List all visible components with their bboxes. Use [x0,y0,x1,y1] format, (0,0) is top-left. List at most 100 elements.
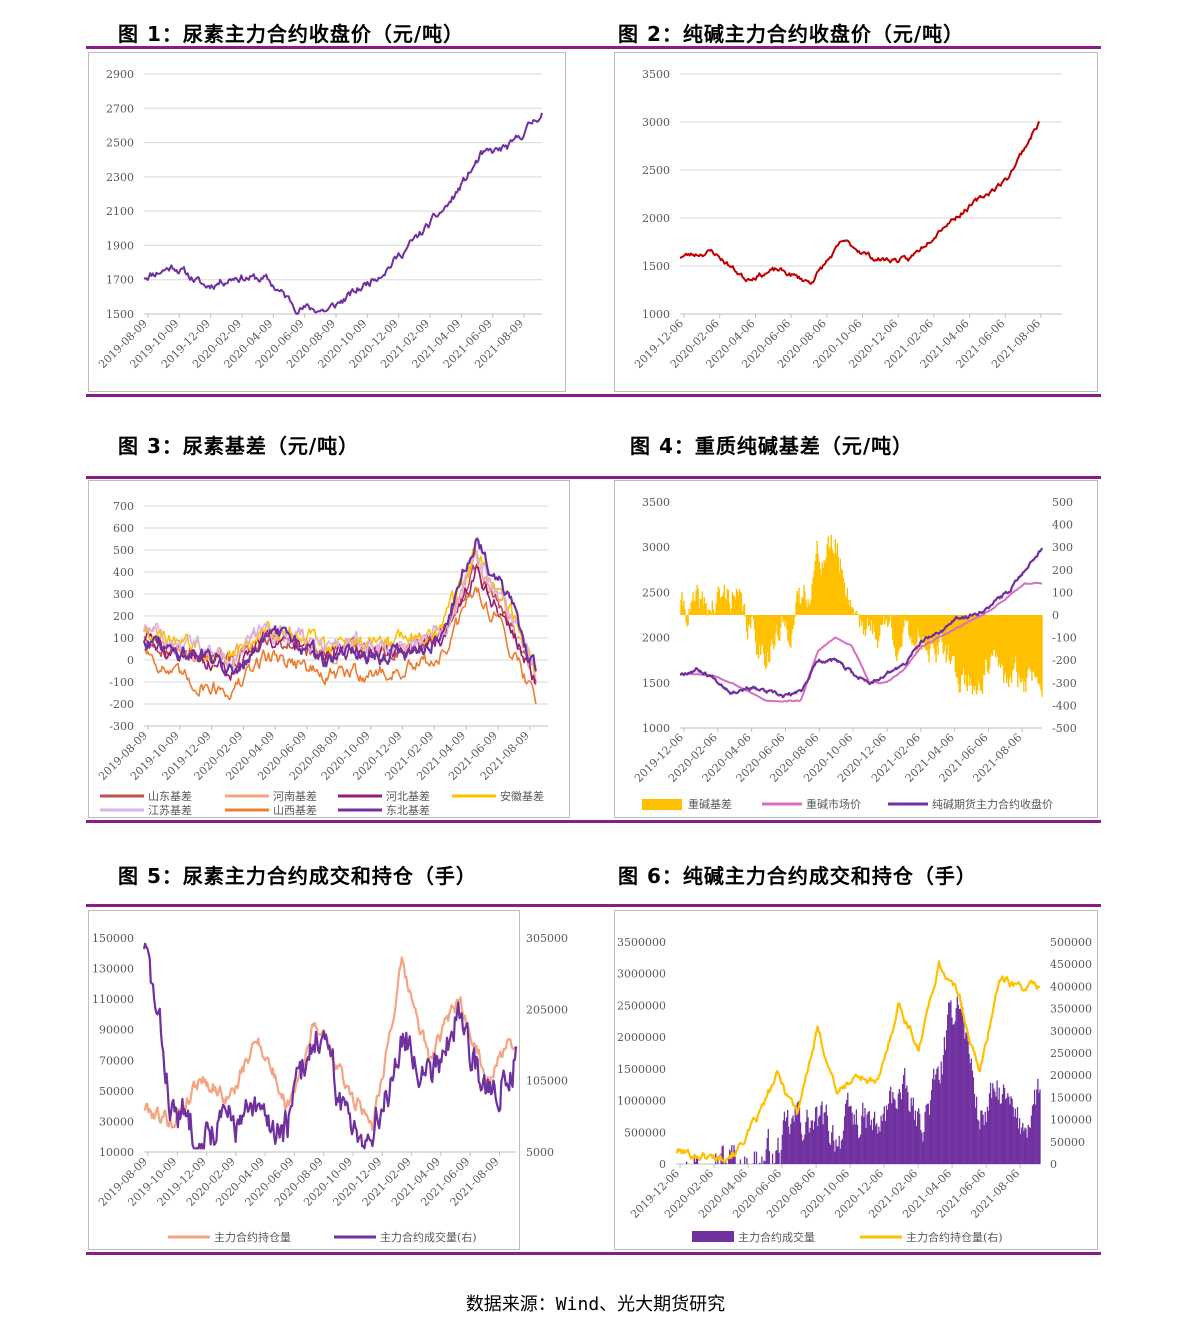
fig1-title: 图 1：尿素主力合约收盘价（元/吨） [118,22,465,46]
fig5-series-line-oi [143,956,517,1132]
fig1-ytick-label: 2100 [106,205,134,218]
fig4-series-line-futures [679,547,1044,699]
fig4-y2tick-label: 300 [1052,541,1073,554]
fig4-legend-label: 重碱基差 [688,797,732,811]
fig3-ytick-label: 100 [113,632,134,645]
fig4-y2tick-label: -300 [1052,677,1077,690]
fig6-y2tick-label: 250000 [1050,1047,1092,1060]
rule-top-3 [86,904,1101,907]
fig3-legend-label: 河北基差 [386,789,430,803]
fig5-y2tick-label: 105000 [526,1075,568,1088]
fig3-ytick-label: -100 [109,676,134,689]
fig3-legend-label: 山西基差 [273,803,317,817]
fig3-ytick-label: 200 [113,610,134,623]
rule-bottom-1 [86,394,1101,397]
rule-top-1 [86,46,1101,49]
fig6-series-line-oi [675,960,1041,1163]
fig4-ytick-label: 3500 [642,496,670,509]
fig6-legend-label: 主力合约持仓量(右) [906,1230,1003,1244]
fig6-ytick-label: 0 [659,1158,666,1171]
fig3-ytick-label: 500 [113,544,134,557]
fig1-ytick-label: 2500 [106,137,134,150]
fig6-legend-swatch [692,1231,734,1242]
fig3-ytick-label: 400 [113,566,134,579]
fig3-ytick-label: -200 [109,698,134,711]
fig5-legend-label: 主力合约持仓量 [214,1230,291,1244]
fig6-ytick-label: 3000000 [617,968,666,981]
fig6-y2tick-label: 300000 [1050,1025,1092,1038]
rule-bottom-2 [86,820,1101,823]
fig2-ytick-label: 3000 [642,116,670,129]
fig5-ytick-label: 10000 [99,1146,134,1159]
fig3-ytick-label: 0 [127,654,134,667]
fig5-y2tick-label: 205000 [526,1003,568,1016]
fig5-ytick-label: 110000 [92,993,134,1006]
fig4-ytick-label: 2500 [642,586,670,599]
fig2-ytick-label: 2000 [642,212,670,225]
fig5-title: 图 5：尿素主力合约成交和持仓（手） [118,864,477,888]
fig4-legend-label: 重碱市场价 [806,797,861,811]
fig6-y2tick-label: 500000 [1050,936,1092,949]
fig4-basis-area [679,534,1043,697]
fig5-ytick-label: 90000 [99,1024,134,1037]
fig5-ytick-label: 30000 [99,1115,134,1128]
fig6-y2tick-label: 50000 [1050,1136,1085,1149]
fig4-y2tick-label: 500 [1052,496,1073,509]
fig6-y2tick-label: 200000 [1050,1069,1092,1082]
fig6-y2tick-label: 100000 [1050,1114,1092,1127]
fig3-series-line-0 [143,563,537,683]
fig6-legend-label: 主力合约成交量 [738,1230,815,1244]
fig2-ytick-label: 1500 [642,260,670,273]
fig3-ytick-label: 600 [113,522,134,535]
fig6-ytick-label: 2500000 [617,999,666,1012]
fig3-ytick-label: 700 [113,500,134,513]
fig4-y2tick-label: 400 [1052,519,1073,532]
fig5-ytick-label: 130000 [92,963,134,976]
fig4-y2tick-label: 100 [1052,586,1073,599]
fig5-ytick-label: 150000 [92,932,134,945]
fig4-y2tick-label: 200 [1052,564,1073,577]
rule-top-2 [86,476,1101,479]
fig3-series-line-3 [143,548,537,674]
fig1-ytick-label: 2300 [106,171,134,184]
fig4-y2tick-label: -100 [1052,632,1077,645]
fig1-series-line [143,112,543,315]
fig3-ytick-label: 300 [113,588,134,601]
fig1-ytick-label: 1900 [106,239,134,252]
fig1-ytick-label: 2900 [106,68,134,81]
fig1-ytick-label: 1700 [106,274,134,287]
fig4-ytick-label: 2000 [642,632,670,645]
fig6-y2tick-label: 400000 [1050,980,1092,993]
fig6-y2tick-label: 350000 [1050,1003,1092,1016]
fig4-legend-swatch [642,799,682,810]
fig4-ytick-label: 1000 [642,722,670,735]
fig5-y2tick-label: 305000 [526,932,568,945]
fig1-ytick-label: 1500 [106,308,134,321]
fig4-y2tick-label: -200 [1052,654,1077,667]
fig6-ytick-label: 500000 [624,1126,666,1139]
fig3-title: 图 3：尿素基差（元/吨） [118,434,360,458]
fig5-ytick-label: 50000 [99,1085,134,1098]
rule-bottom-3 [86,1252,1101,1255]
fig6-y2tick-label: 0 [1050,1158,1057,1171]
fig3-ytick-label: -300 [109,720,134,733]
fig2-ytick-label: 3500 [642,68,670,81]
fig6-ytick-label: 2000000 [617,1031,666,1044]
fig3-series-line-5 [143,586,537,705]
fig6-ytick-label: 1500000 [617,1063,666,1076]
fig5-y2tick-label: 5000 [526,1146,554,1159]
fig3-series-line-6 [142,537,537,677]
fig2-series-line [679,121,1041,285]
fig3-legend-label: 江苏基差 [148,803,192,817]
fig6-ytick-label: 3500000 [617,936,666,949]
fig4-y2tick-label: -500 [1052,722,1077,735]
fig6-y2tick-label: 450000 [1050,958,1092,971]
fig1-ytick-label: 2700 [106,102,134,115]
fig5-legend-label: 主力合约成交量(右) [380,1230,477,1244]
fig5-series-line-volume [142,942,518,1150]
fig6-y2tick-label: 150000 [1050,1091,1092,1104]
fig4-title: 图 4：重质纯碱基差（元/吨） [630,434,914,458]
fig2-title: 图 2：纯碱主力合约收盘价（元/吨） [618,22,965,46]
fig6-frame [614,910,1098,1250]
fig4-legend-label: 纯碱期货主力合约收盘价 [932,797,1053,811]
